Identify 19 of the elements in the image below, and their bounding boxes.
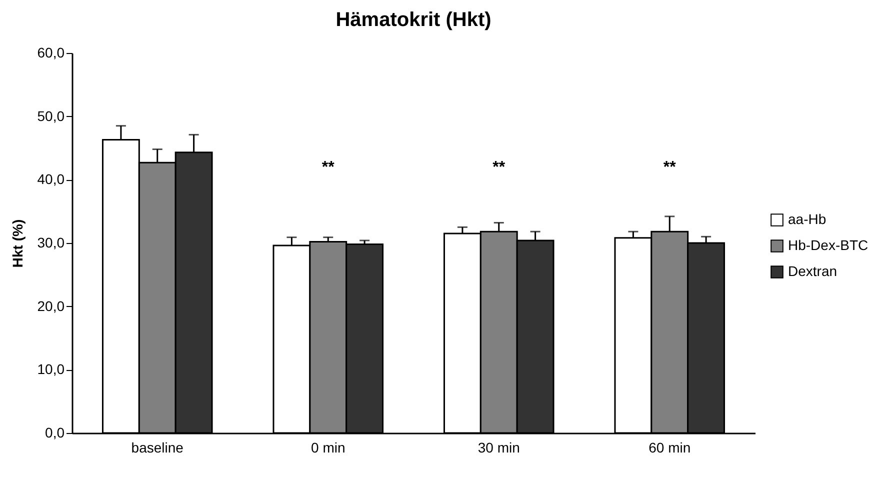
legend-label: Hb-Dex-BTC (788, 237, 868, 253)
legend-label: Dextran (788, 263, 838, 279)
x-tick-label: 60 min (648, 440, 691, 456)
y-tick-label: 40,0 (37, 171, 65, 188)
y-tick-label: 30,0 (37, 234, 65, 250)
annotation: ** (492, 159, 506, 176)
x-tick-label: 0 min (311, 440, 346, 456)
chart-title: Hämatokrit (Hkt) (336, 9, 492, 31)
y-tick-label: 60,0 (37, 44, 65, 60)
annotation: ** (663, 159, 677, 176)
annotation: ** (322, 159, 336, 176)
y-axis-title: Hkt (%) (9, 219, 26, 268)
x-tick-label: baseline (131, 440, 184, 456)
y-tick-label: 10,0 (37, 361, 65, 378)
y-tick-label: 20,0 (37, 298, 65, 314)
y-tick-label: 0,0 (45, 424, 65, 440)
y-tick-label: 50,0 (37, 108, 65, 124)
x-tick-label: 30 min (478, 440, 520, 456)
legend-label: aa-Hb (788, 211, 826, 227)
